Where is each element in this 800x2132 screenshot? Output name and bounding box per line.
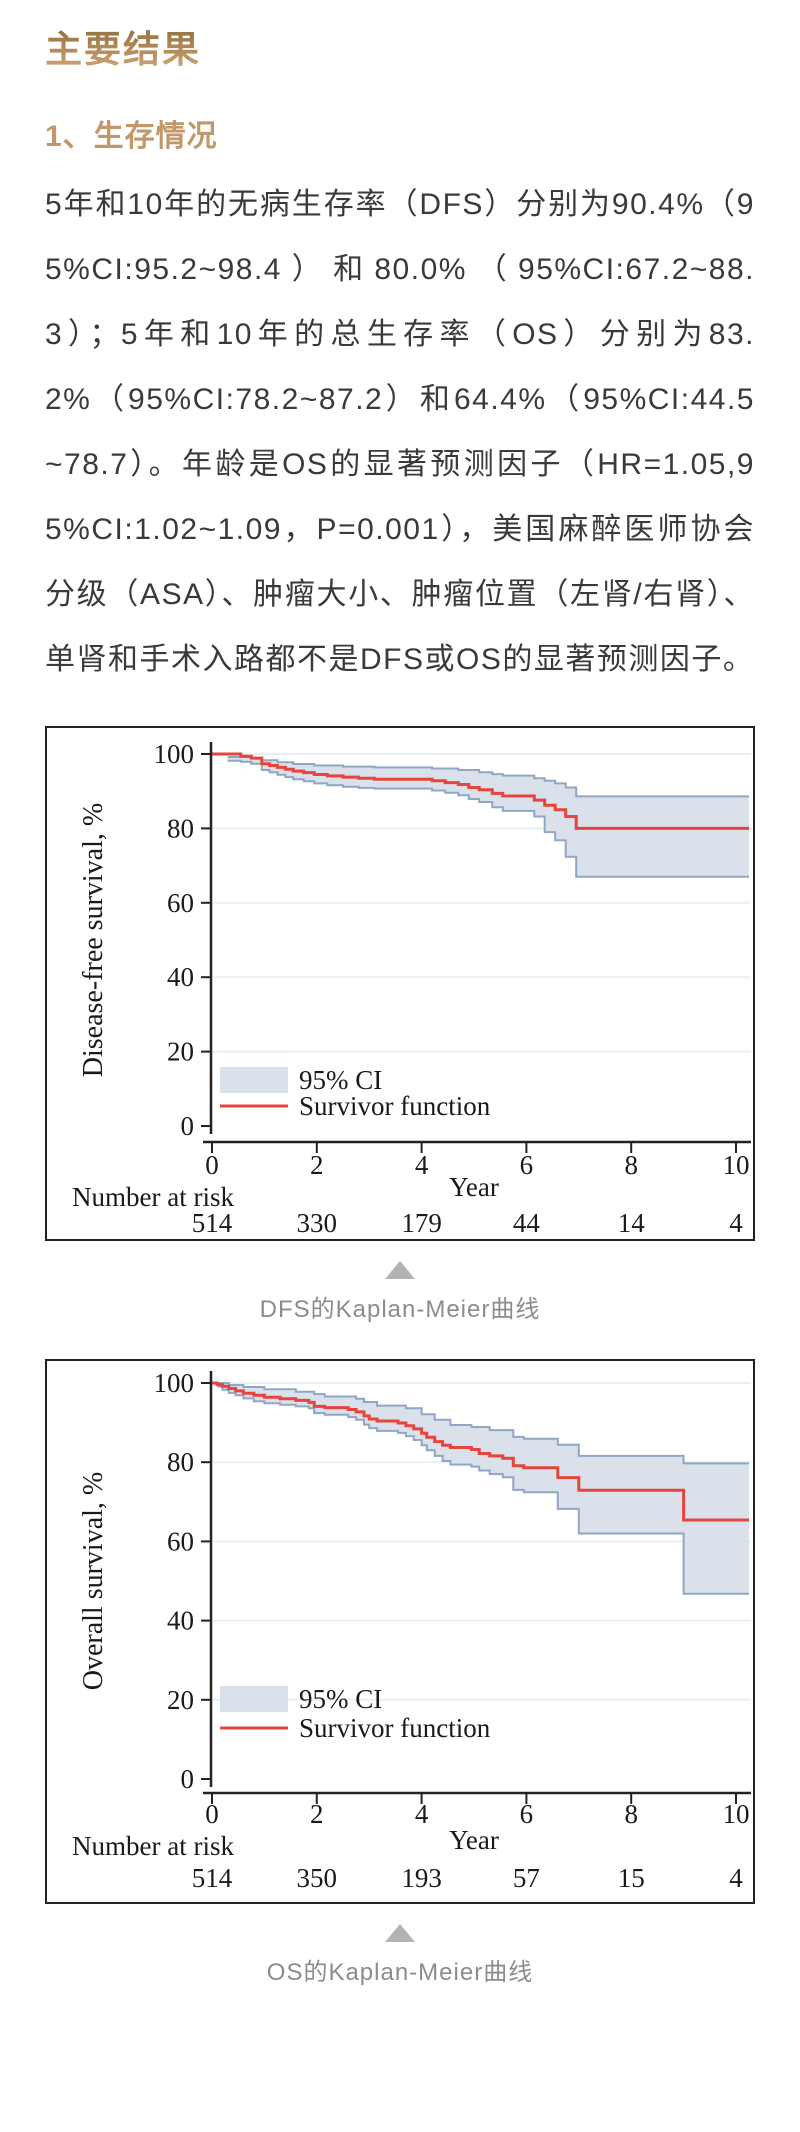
- ci-band: [217, 1382, 749, 1594]
- y-axis-title: Overall survival, %: [78, 1472, 109, 1691]
- number-at-risk-value: 514: [192, 1863, 233, 1893]
- x-tick-label: 10: [723, 1150, 750, 1180]
- y-tick-label: 20: [167, 1685, 194, 1715]
- legend-ci-swatch: [220, 1685, 288, 1712]
- section-heading: 1、生存情况: [45, 120, 218, 154]
- dfs-km-chart: 0 20 40 60 80 100 0 2 4 6 8 10 Disease-free survival…: [72, 739, 751, 1238]
- page-title: 主要结果: [45, 28, 201, 74]
- os-km-chart: 0 20 40 60 80 100 0 2 4 6 8 10 Overall survival, % Ye…: [72, 1368, 751, 1893]
- x-tick-label: 4: [415, 1799, 429, 1829]
- y-tick-label: 100: [154, 1368, 195, 1398]
- axes: 0 20 40 60 80 100 0 2 4 6 8 10: [154, 1368, 751, 1829]
- figure2-pointer: [0, 1923, 800, 1942]
- survivor-line: [212, 1381, 749, 1522]
- x-tick-label: 2: [310, 1150, 324, 1180]
- y-axis-title: Disease-free survival, %: [78, 803, 109, 1077]
- y-tick-label: 20: [167, 1036, 194, 1066]
- x-tick-label: 8: [624, 1799, 638, 1829]
- number-at-risk-value: 350: [297, 1863, 338, 1893]
- ci-lower-line: [217, 1385, 749, 1595]
- y-tick-label: 80: [167, 813, 194, 843]
- axes: 0 20 40 60 80 100 0 2 4 6 8 10: [154, 739, 751, 1180]
- x-tick-label: 8: [624, 1150, 638, 1180]
- x-tick-label: 4: [415, 1150, 429, 1180]
- number-at-risk-value: 15: [618, 1863, 645, 1893]
- number-at-risk-label: Number at risk: [72, 1182, 234, 1212]
- bottom-spacer: [0, 1988, 800, 2019]
- number-at-risk-value: 4: [729, 1208, 743, 1238]
- y-tick-label: 100: [154, 739, 195, 769]
- number-at-risk-label: Number at risk: [72, 1831, 234, 1861]
- number-at-risk-value: 57: [513, 1863, 540, 1893]
- y-tick-label: 60: [167, 888, 194, 918]
- x-tick-label: 2: [310, 1799, 324, 1829]
- triangle-up-icon: [385, 1260, 415, 1279]
- number-at-risk-value: 514: [192, 1208, 233, 1238]
- ci-band: [227, 756, 749, 877]
- results-paragraph: 5年和10年的无病生存率（DFS）分别为90.4%（95%CI:95.2~98.…: [45, 187, 755, 676]
- y-tick-label: 40: [167, 962, 194, 992]
- legend-survivor-label: Survivor function: [299, 1713, 491, 1743]
- y-tick-label: 60: [167, 1526, 194, 1556]
- x-tick-label: 0: [205, 1799, 219, 1829]
- legend-ci-label: 95% CI: [299, 1065, 382, 1095]
- y-tick-label: 0: [181, 1764, 195, 1794]
- x-tick-label: 6: [520, 1799, 534, 1829]
- number-at-risk-value: 44: [513, 1208, 541, 1238]
- triangle-up-icon: [385, 1923, 415, 1942]
- y-tick-label: 0: [181, 1111, 195, 1141]
- survivor-line: [212, 752, 749, 830]
- figure1-caption: DFS的Kaplan-Meier曲线: [259, 1295, 541, 1323]
- figure1-pointer: [0, 1260, 800, 1279]
- number-at-risk-value: 330: [297, 1208, 338, 1238]
- x-tick-label: 10: [723, 1799, 750, 1829]
- number-at-risk-value: 193: [401, 1863, 442, 1893]
- y-tick-label: 80: [167, 1447, 194, 1477]
- x-axis-title: Year: [449, 1825, 499, 1855]
- x-axis-title: Year: [449, 1172, 499, 1202]
- number-at-risk-value: 14: [618, 1208, 646, 1238]
- figure2-caption: OS的Kaplan-Meier曲线: [266, 1958, 534, 1986]
- number-at-risk-value: 4: [729, 1863, 743, 1893]
- ci-lower-line: [227, 759, 749, 878]
- number-at-risk-value: 179: [401, 1208, 442, 1238]
- x-tick-label: 6: [520, 1150, 534, 1180]
- y-tick-label: 40: [167, 1605, 194, 1635]
- os-km-figure: 0 20 40 60 80 100 0 2 4 6 8 10 Overall survival, % Ye…: [45, 1358, 755, 1904]
- legend-ci-label: 95% CI: [299, 1684, 382, 1714]
- x-tick-label: 0: [205, 1150, 219, 1180]
- dfs-km-figure: 0 20 40 60 80 100 0 2 4 6 8 10 Disease-free survival…: [45, 725, 755, 1241]
- ci-upper-line: [217, 1381, 749, 1465]
- ci-upper-line: [227, 755, 749, 798]
- legend-survivor-label: Survivor function: [299, 1091, 491, 1121]
- legend-ci-swatch: [220, 1066, 288, 1093]
